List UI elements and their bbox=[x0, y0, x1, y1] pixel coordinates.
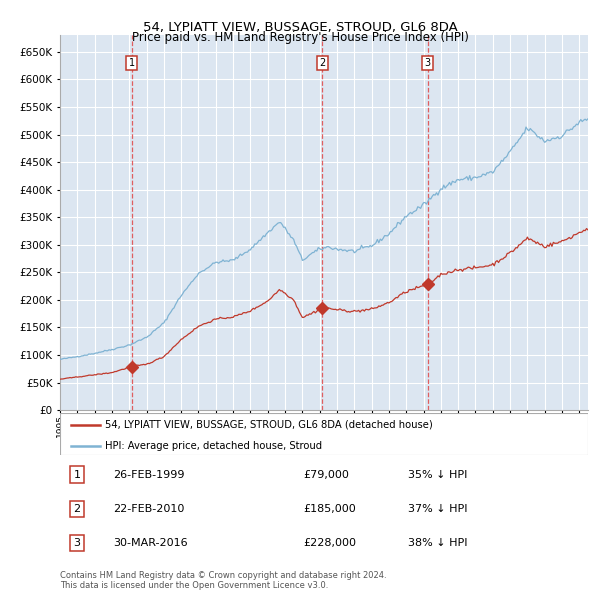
Text: 1: 1 bbox=[129, 58, 135, 68]
Text: 54, LYPIATT VIEW, BUSSAGE, STROUD, GL6 8DA: 54, LYPIATT VIEW, BUSSAGE, STROUD, GL6 8… bbox=[143, 21, 457, 34]
Text: 2: 2 bbox=[73, 504, 80, 514]
Text: 38% ↓ HPI: 38% ↓ HPI bbox=[409, 538, 468, 548]
Text: This data is licensed under the Open Government Licence v3.0.: This data is licensed under the Open Gov… bbox=[60, 581, 328, 589]
FancyBboxPatch shape bbox=[60, 413, 588, 455]
Text: £79,000: £79,000 bbox=[303, 470, 349, 480]
Text: 54, LYPIATT VIEW, BUSSAGE, STROUD, GL6 8DA (detached house): 54, LYPIATT VIEW, BUSSAGE, STROUD, GL6 8… bbox=[105, 420, 433, 430]
Text: Price paid vs. HM Land Registry's House Price Index (HPI): Price paid vs. HM Land Registry's House … bbox=[131, 31, 469, 44]
Text: 1: 1 bbox=[73, 470, 80, 480]
Text: 2: 2 bbox=[319, 58, 325, 68]
Text: HPI: Average price, detached house, Stroud: HPI: Average price, detached house, Stro… bbox=[105, 441, 322, 451]
Text: £185,000: £185,000 bbox=[303, 504, 356, 514]
Text: 3: 3 bbox=[425, 58, 431, 68]
Text: Contains HM Land Registry data © Crown copyright and database right 2024.: Contains HM Land Registry data © Crown c… bbox=[60, 571, 386, 579]
Text: £228,000: £228,000 bbox=[303, 538, 356, 548]
Text: 37% ↓ HPI: 37% ↓ HPI bbox=[409, 504, 468, 514]
Text: 30-MAR-2016: 30-MAR-2016 bbox=[113, 538, 187, 548]
Text: 3: 3 bbox=[73, 538, 80, 548]
Text: 35% ↓ HPI: 35% ↓ HPI bbox=[409, 470, 468, 480]
Text: 22-FEB-2010: 22-FEB-2010 bbox=[113, 504, 184, 514]
Text: 26-FEB-1999: 26-FEB-1999 bbox=[113, 470, 184, 480]
